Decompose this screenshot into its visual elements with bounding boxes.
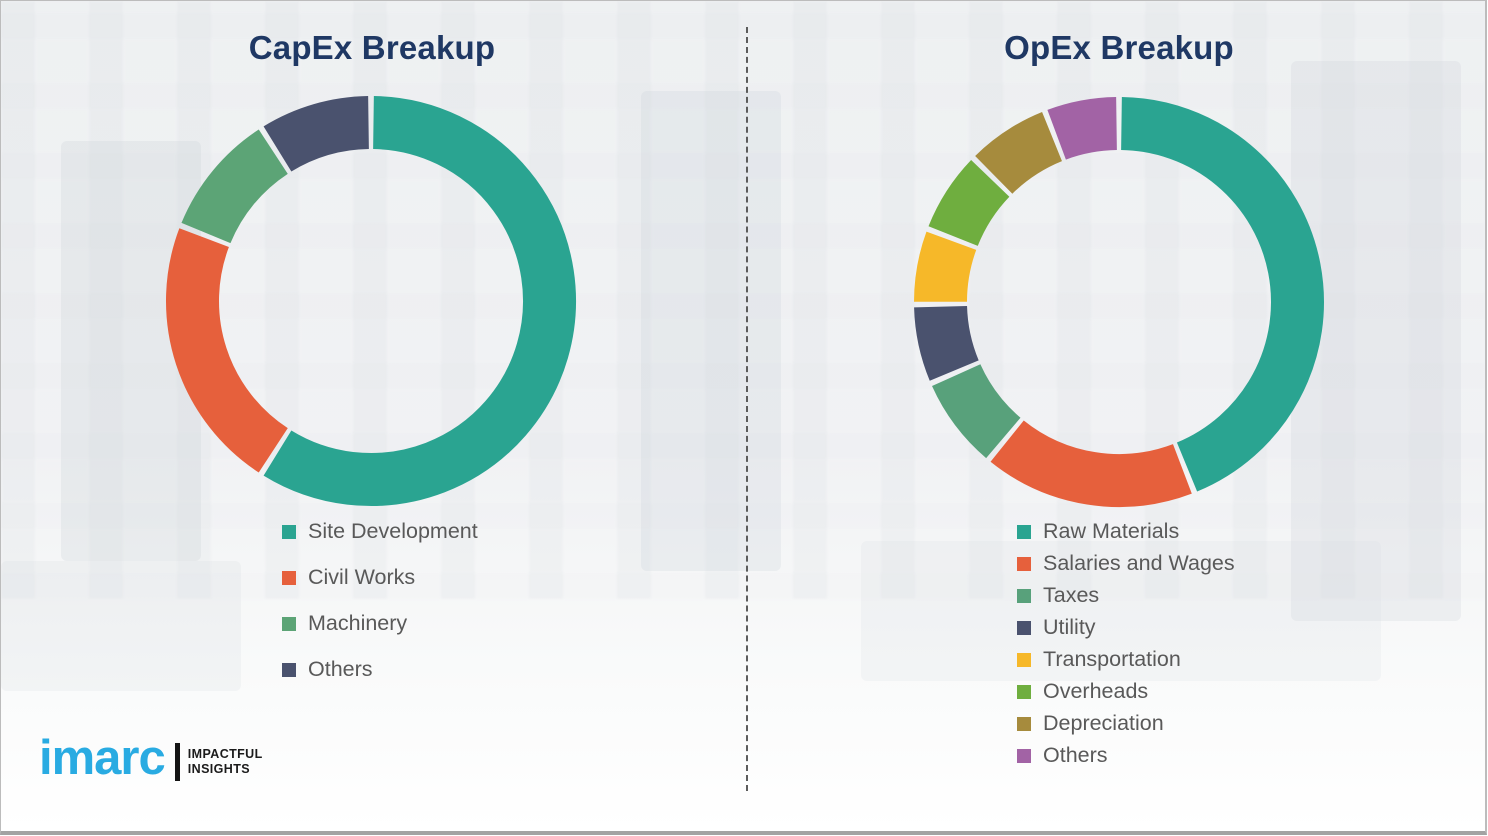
legend-item-overheads: Overheads xyxy=(1017,679,1235,704)
site-development-segment xyxy=(263,96,576,506)
taxes-swatch-icon xyxy=(1017,588,1031,603)
utility-swatch-icon xyxy=(1017,620,1031,635)
salaries-and-wages-segment xyxy=(990,420,1192,507)
legend-label: Others xyxy=(308,657,373,681)
depreciation-segment xyxy=(975,111,1063,195)
legend-item-salaries-and-wages: Salaries and Wages xyxy=(1017,551,1235,576)
legend-item-taxes: Taxes xyxy=(1017,583,1235,608)
overheads-swatch-icon xyxy=(1017,684,1031,699)
logo-tagline: IMPACTFUL INSIGHTS xyxy=(188,747,263,777)
watermark-blob xyxy=(1,561,241,691)
others-segment xyxy=(1047,97,1118,160)
others-segment xyxy=(263,96,370,172)
others-swatch-icon xyxy=(282,662,296,677)
legend-label: Overheads xyxy=(1043,679,1149,703)
imarc-logo-text: imarc xyxy=(39,731,166,785)
legend-item-raw-materials: Raw Materials xyxy=(1017,519,1235,544)
legend-item-others: Others xyxy=(1017,743,1235,768)
legend-label: Transportation xyxy=(1043,647,1181,671)
legend-label: Civil Works xyxy=(308,565,416,589)
depreciation-swatch-icon xyxy=(1017,716,1031,731)
divider-dashed-line xyxy=(746,27,748,791)
machinery-swatch-icon xyxy=(282,616,296,631)
machinery-segment xyxy=(181,129,289,244)
legend-item-others: Others xyxy=(282,657,478,682)
legend-label: Depreciation xyxy=(1043,711,1164,735)
legend-item-civil-works: Civil Works xyxy=(282,565,478,590)
legend-label: Others xyxy=(1043,743,1108,767)
taxes-segment xyxy=(932,363,1021,459)
raw-materials-segment xyxy=(1120,97,1324,492)
utility-segment xyxy=(914,305,979,381)
opex-title: OpEx Breakup xyxy=(1004,29,1234,66)
legend-label: Salaries and Wages xyxy=(1043,551,1235,575)
transportation-segment xyxy=(914,231,977,303)
logo-divider-bar xyxy=(174,742,180,781)
legend-item-transportation: Transportation xyxy=(1017,647,1235,672)
logo-tagline-line2: INSIGHTS xyxy=(187,761,250,776)
legend-label: Site Development xyxy=(308,519,478,543)
civil-works-swatch-icon xyxy=(282,570,296,585)
capex-title: CapEx Breakup xyxy=(248,29,496,66)
salaries-and-wages-swatch-icon xyxy=(1017,556,1031,571)
others-swatch-icon xyxy=(1017,748,1031,763)
civil-works-segment xyxy=(166,228,289,473)
legend-label: Taxes xyxy=(1043,583,1100,607)
legend-item-site-development: Site Development xyxy=(282,519,478,544)
legend-item-utility: Utility xyxy=(1017,615,1235,640)
capex-legend: Site Development Civil Works Machinery Othe… xyxy=(282,519,478,703)
capex-donut-chart xyxy=(165,95,577,507)
legend-label: Raw Materials xyxy=(1043,519,1180,543)
site-development-swatch-icon xyxy=(282,524,296,539)
imarc-logo: imarc IMPACTFUL INSIGHTS xyxy=(39,734,263,783)
opex-legend: Raw Materials Salaries and Wages Taxes Util… xyxy=(1017,519,1235,775)
legend-label: Utility xyxy=(1043,615,1096,639)
opex-donut-chart xyxy=(913,96,1325,508)
raw-materials-swatch-icon xyxy=(1017,524,1031,539)
transportation-swatch-icon xyxy=(1017,652,1031,667)
legend-item-depreciation: Depreciation xyxy=(1017,711,1235,736)
logo-tagline-line1: IMPACTFUL xyxy=(187,746,263,761)
watermark-blob xyxy=(641,91,781,571)
overheads-segment xyxy=(928,160,1010,247)
legend-item-machinery: Machinery xyxy=(282,611,478,636)
legend-label: Machinery xyxy=(308,611,408,635)
